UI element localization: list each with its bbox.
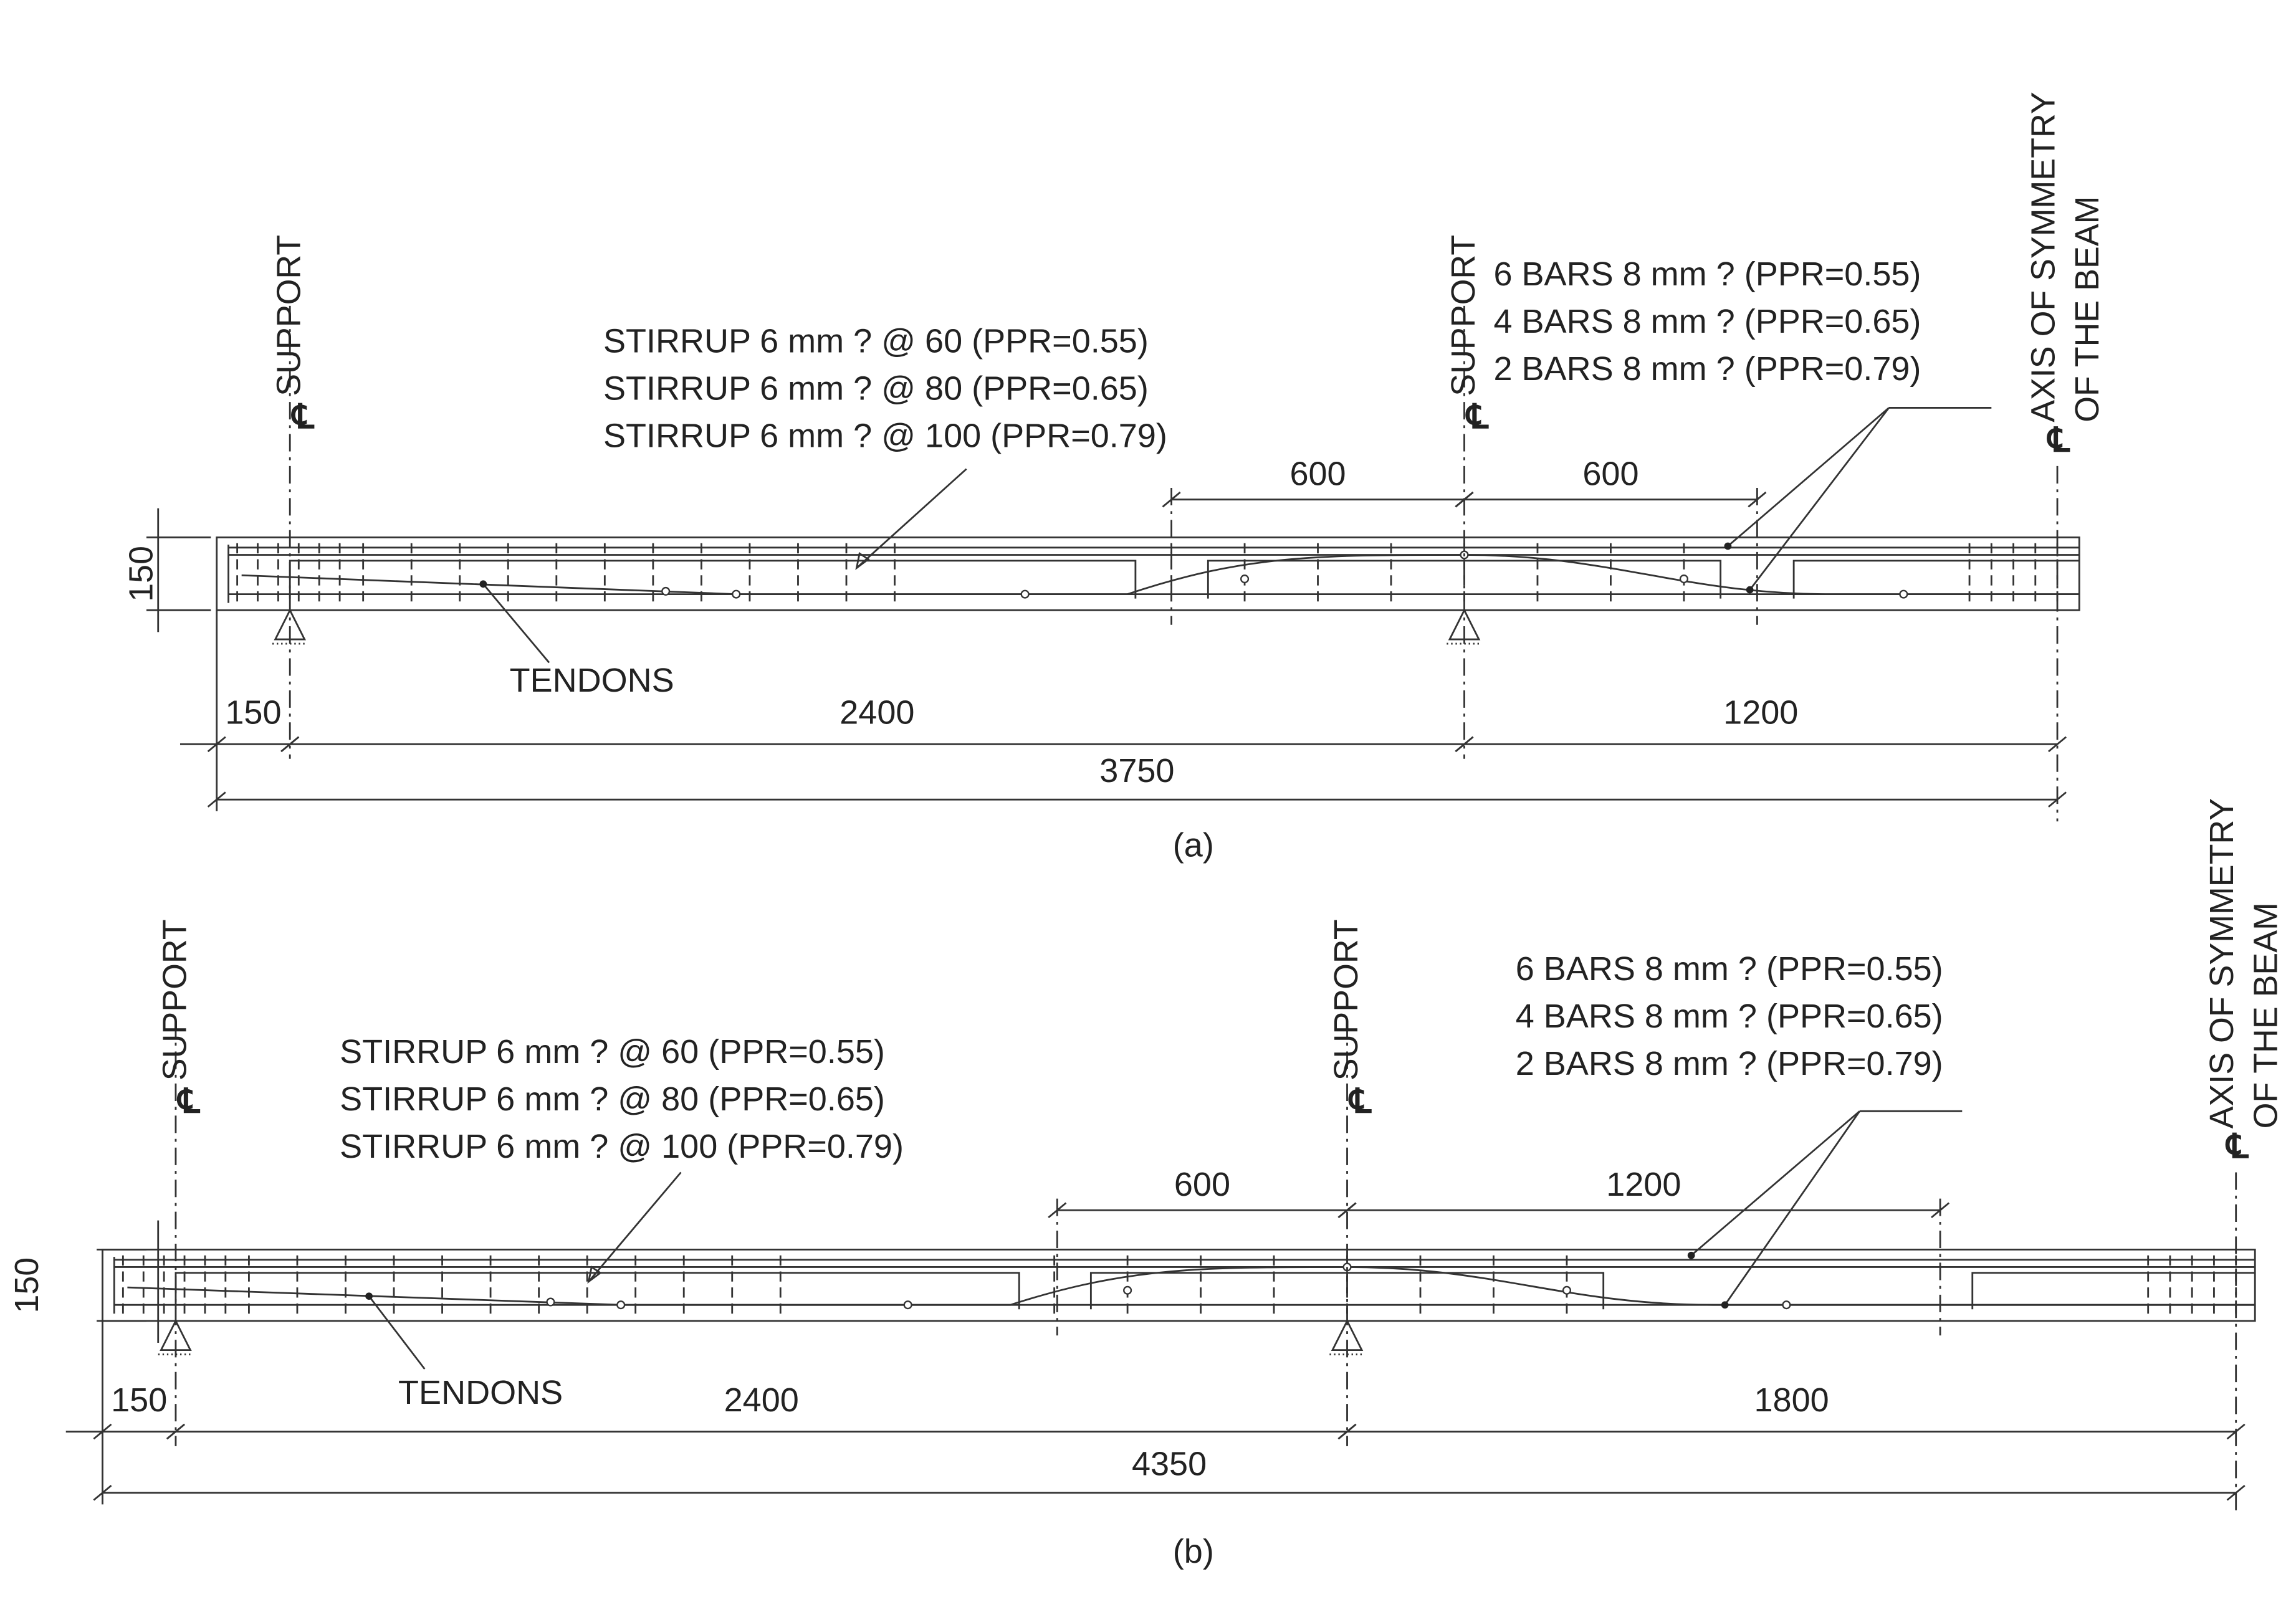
leader: [482, 583, 550, 664]
axis-label: AXIS OF SYMMETRY: [2024, 92, 2062, 422]
tendons-label: TENDONS: [510, 662, 674, 699]
dimension-tick: [280, 736, 300, 753]
dimension-label: 3750: [1099, 752, 1174, 789]
dimension-label: 600: [1582, 455, 1638, 492]
arrowhead: [1687, 1251, 1695, 1259]
depth-label: 150: [122, 546, 160, 602]
axis-label: OF THE BEAM: [2069, 196, 2106, 422]
support-label: SUPPORT: [156, 919, 193, 1080]
leader: [856, 468, 967, 569]
dimension-tick: [166, 1423, 185, 1440]
dimension-label: 4350: [1132, 1446, 1207, 1483]
centerline-symbol: ℄: [1465, 398, 1489, 436]
leader: [1724, 1110, 1861, 1305]
tendon-anchor: [661, 586, 671, 596]
stirrup-note: STIRRUP 6 mm ? @ 60 (PPR=0.55): [603, 323, 1149, 360]
depth-label: 150: [8, 1257, 45, 1314]
caption: (a): [1173, 826, 1214, 864]
tendon-anchor: [1020, 589, 1030, 599]
dimension-label: 1200: [1606, 1166, 1681, 1203]
tendon-anchor: [1899, 589, 1908, 599]
dimension-label: 1200: [1723, 694, 1798, 732]
dimension-tick: [2048, 791, 2067, 808]
dimension-tick: [207, 791, 226, 808]
dimension-tick: [1455, 491, 1474, 508]
axis-label: AXIS OF SYMMETRY: [2203, 798, 2241, 1128]
dimension-tick: [2048, 736, 2067, 753]
tendon-anchor: [1562, 1285, 1572, 1295]
stirrup-note: STIRRUP 6 mm ? @ 100 (PPR=0.79): [603, 417, 1167, 455]
dimension-tick: [1337, 1423, 1357, 1440]
dimension-tick: [2226, 1423, 2246, 1440]
tendon-anchor: [1679, 575, 1688, 584]
axis-label: OF THE BEAM: [2247, 902, 2284, 1128]
bar-note: 4 BARS 8 mm ? (PPR=0.65): [1493, 303, 1921, 340]
arrowhead: [1746, 586, 1754, 594]
arrowhead: [1724, 542, 1732, 550]
arrowhead: [479, 580, 487, 588]
bar-note: 6 BARS 8 mm ? (PPR=0.55): [1516, 950, 1943, 988]
dimension-tick: [1337, 1202, 1357, 1219]
support-label: SUPPORT: [1327, 919, 1365, 1080]
shear-zone: [1971, 1272, 2255, 1310]
leader: [588, 1171, 682, 1282]
dimension-label: 2400: [724, 1381, 799, 1419]
beam-outline: [102, 1248, 2256, 1322]
leader: [1690, 1110, 1860, 1256]
tendon-anchor: [1240, 575, 1250, 584]
tendon-anchor: [1123, 1285, 1132, 1295]
shear-zone: [1089, 1272, 1605, 1310]
bar-note: 4 BARS 8 mm ? (PPR=0.65): [1516, 998, 1943, 1035]
stirrup-note: STIRRUP 6 mm ? @ 80 (PPR=0.65): [603, 370, 1149, 408]
tendon-anchor: [1782, 1300, 1791, 1310]
dimension-label: 150: [225, 694, 281, 732]
shear-zone: [1792, 560, 2080, 599]
tendon-anchor: [732, 589, 741, 599]
support-label: SUPPORT: [270, 235, 308, 396]
bar-note: 2 BARS 8 mm ? (PPR=0.79): [1516, 1045, 1943, 1082]
dimension-label: 600: [1289, 455, 1346, 492]
dimension-label: 1800: [1754, 1381, 1829, 1419]
arrowhead: [365, 1292, 373, 1300]
leader: [1749, 407, 1890, 591]
support-label: SUPPORT: [1445, 235, 1482, 396]
beam-outline: [216, 536, 2080, 611]
bar-note: 2 BARS 8 mm ? (PPR=0.79): [1493, 350, 1921, 388]
centerline-symbol: ℄: [291, 398, 315, 436]
dimension-tick: [93, 1484, 112, 1501]
leader: [368, 1295, 426, 1370]
tendon-anchor: [903, 1300, 912, 1310]
tendons-label: TENDONS: [398, 1374, 563, 1411]
centerline-symbol: ℄: [2226, 1128, 2249, 1165]
tendon-anchor: [616, 1300, 626, 1310]
dimension-label: 2400: [839, 694, 914, 732]
dimension-label: 600: [1174, 1166, 1230, 1203]
tendon-anchor: [546, 1297, 555, 1307]
dimension-tick: [1455, 736, 1474, 753]
stirrup-note: STIRRUP 6 mm ? @ 60 (PPR=0.55): [340, 1033, 885, 1070]
shear-zone: [1207, 560, 1722, 599]
arrowhead: [1721, 1301, 1729, 1309]
dimension-tick: [2226, 1484, 2246, 1501]
stirrup-note: STIRRUP 6 mm ? @ 100 (PPR=0.79): [340, 1128, 904, 1165]
centerline-symbol: ℄: [2047, 422, 2070, 459]
arrowhead: [855, 551, 870, 570]
arrowhead: [587, 1266, 602, 1284]
caption: (b): [1173, 1533, 1214, 1570]
centerline-symbol: ℄: [1348, 1083, 1372, 1120]
dimension-label: 150: [111, 1381, 167, 1419]
centerline-symbol: ℄: [177, 1083, 201, 1120]
bar-note: 6 BARS 8 mm ? (PPR=0.55): [1493, 255, 1921, 293]
stirrup-note: STIRRUP 6 mm ? @ 80 (PPR=0.65): [340, 1080, 885, 1118]
leader: [1727, 407, 1890, 547]
